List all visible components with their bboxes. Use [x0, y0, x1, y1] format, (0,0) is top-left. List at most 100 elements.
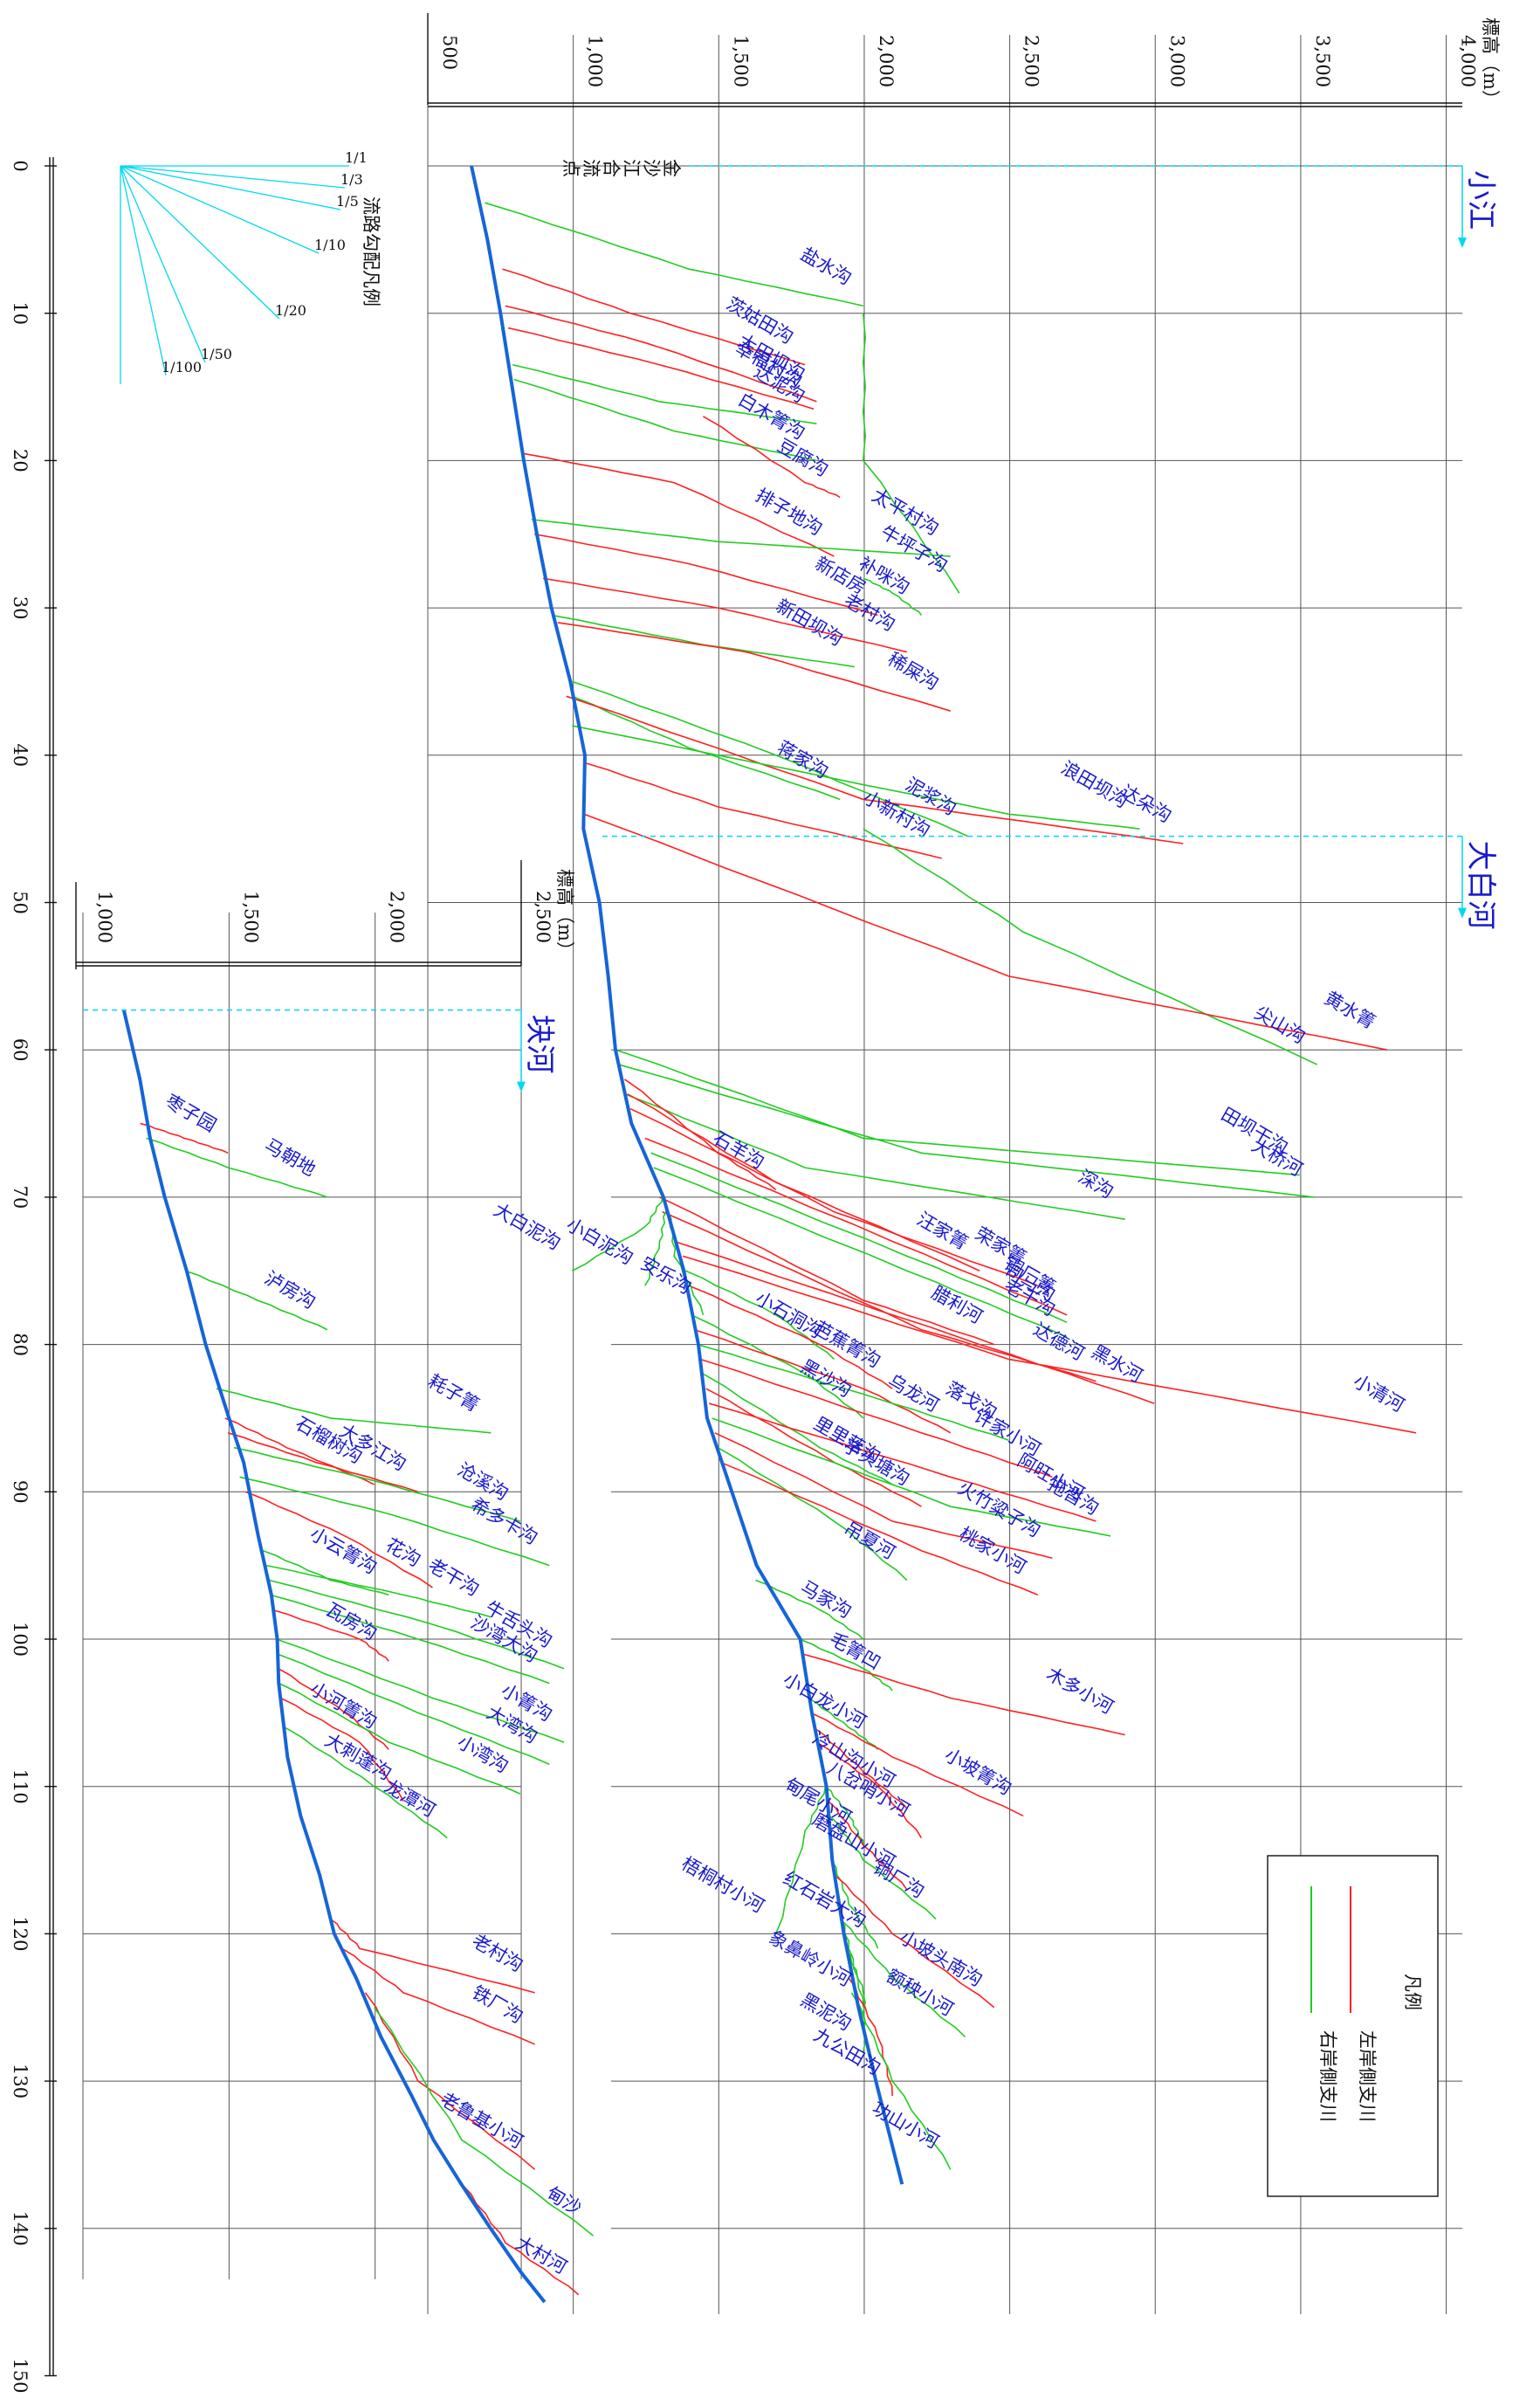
upper-tributary-line	[653, 1167, 1068, 1338]
lower-elev-axis-title: 標高（m）	[554, 869, 575, 960]
upper-tributary-line	[624, 1093, 1125, 1220]
axes-layer: 500 1,000 1,500 2,000 2,500 3,000 3,500 4,000 標高…	[10, 13, 1501, 2394]
lower-tributary-line	[268, 1579, 565, 1670]
distance-tick-label: 20	[10, 449, 31, 472]
confluence-note-char: 沙	[641, 159, 662, 177]
river-name-label: 大白河	[1463, 841, 1498, 930]
lower-tributary-line	[373, 2007, 595, 2236]
distance-tick-label: 150	[10, 2358, 31, 2393]
distance-tick-label: 30	[10, 596, 31, 620]
distance-tick-label: 60	[10, 1038, 31, 1062]
upper-tributary-line	[697, 1343, 1009, 1442]
upper-tributary-line	[682, 1255, 1417, 1434]
gradient-legend-ray	[120, 165, 280, 320]
legend-title: 凡例	[1402, 1974, 1423, 2010]
upper-elev-tick-label: 3,500	[1312, 35, 1333, 87]
upper-tributary-line	[848, 1977, 893, 2096]
lower-tributary-line	[276, 1638, 565, 1743]
gradient-legend-ray	[120, 165, 346, 189]
river-name-label: 块河	[522, 1015, 557, 1074]
lower-tributary-line	[329, 1918, 535, 1994]
upper-tributary-line	[650, 1152, 1068, 1324]
gradient-legend-title: 流路勾配凡例	[361, 196, 382, 307]
upper-tributary-line	[703, 416, 841, 499]
distance-tick-label: 70	[10, 1186, 31, 1209]
distance-tick-label: 120	[10, 1916, 31, 1951]
series-layer	[121, 165, 1417, 2304]
lower-tributary-line	[185, 1270, 328, 1331]
distance-tick-label: 40	[10, 743, 31, 767]
lower-tributary-line	[244, 1491, 433, 1588]
upper-tributary-line	[485, 202, 863, 307]
upper-tributary-line	[688, 1285, 893, 1389]
upper-tributary-line	[572, 680, 969, 837]
upper-tributary-line	[808, 1697, 879, 1751]
upper-tributary-line	[801, 1653, 1125, 1736]
lower-tributary-line	[278, 1682, 521, 1795]
lower-tributary-line	[285, 1726, 448, 1839]
upper-tributary-line	[533, 533, 878, 617]
upper-tributary-line	[799, 1638, 893, 1692]
lower-tributary-line	[239, 1476, 550, 1567]
upper-elev-tick-label: 3,000	[1166, 35, 1187, 87]
upper-tributary-line	[644, 1204, 668, 1286]
upper-tributary-line	[703, 1373, 893, 1485]
upper-tributary-line	[830, 1859, 879, 1949]
upper-tributary-line	[502, 268, 806, 366]
upper-tributary-line	[566, 695, 1184, 844]
upper-tributary-line	[512, 363, 817, 425]
upper-tributary-line	[828, 1800, 908, 1891]
upper-tributary-line	[850, 1992, 952, 2170]
lower-tributary-line	[224, 1417, 375, 1485]
confluence-note-char: 江	[621, 159, 642, 177]
lower-tributary-line	[278, 1668, 389, 1751]
upper-tributary-line	[833, 1874, 995, 2009]
lower-tributary-line	[265, 1564, 492, 1618]
upper-tributary-line	[513, 378, 817, 462]
confluence-note-char: 流	[581, 159, 602, 177]
upper-tributary-line	[685, 1270, 835, 1361]
distance-tick-label: 80	[10, 1333, 31, 1356]
lower-tributary-line	[263, 1550, 389, 1596]
distance-tick-label: 110	[10, 1769, 31, 1804]
upper-tributary-line	[572, 725, 1140, 830]
upper-tributary-line	[712, 1417, 1111, 1537]
upper-elev-tick-label: 1,500	[730, 35, 751, 87]
distance-tick-label: 10	[10, 301, 31, 325]
gradient-legend-ratio-label: 1/5	[336, 193, 359, 210]
upper-tributary-line	[714, 1432, 1053, 1559]
river-flow-arrowhead	[1458, 907, 1467, 919]
confluence-note-char: 点	[560, 159, 581, 177]
gradient-legend-ratio-label: 1/50	[201, 346, 232, 362]
upper-tributary-line	[673, 1240, 1155, 1404]
lower-tributary-line	[216, 1388, 492, 1434]
upper-tributary-line	[644, 1137, 1068, 1316]
lower-elev-tick-label: 2,000	[387, 891, 408, 943]
upper-tributary-line	[583, 813, 1387, 1051]
upper-tributary-line	[505, 305, 817, 403]
upper-elev-tick-label: 2,500	[1021, 35, 1042, 87]
lower-tributary-line	[227, 1432, 418, 1493]
lower-tributary-line	[272, 1609, 389, 1662]
upper-tributary-line	[828, 1815, 937, 1920]
gradient-legend-ratio-label: 1/10	[314, 237, 346, 253]
upper-tributary-line	[618, 1064, 1315, 1198]
river-name-label: 小江	[1463, 170, 1498, 230]
gradient-legend-ray	[120, 165, 167, 376]
upper-elev-tick-label: 1,000	[585, 35, 606, 87]
lower-elev-tick-label: 1,000	[94, 891, 115, 943]
lower-tributary-line	[280, 1697, 404, 1802]
upper-tributary-line	[694, 1328, 952, 1434]
upper-tributary-line	[629, 1107, 1039, 1286]
upper-tributary-line	[824, 1786, 864, 1846]
river-flow-arrowhead	[517, 1081, 526, 1092]
distance-tick-label: 140	[10, 2211, 31, 2246]
lower-tributary-line	[277, 1653, 550, 1766]
confluence-note-char: 金	[661, 159, 682, 177]
upper-tributary-line	[507, 327, 815, 410]
confluence-note-char: 合	[601, 159, 622, 177]
grid-layer	[82, 35, 1462, 2314]
upper-tributary-line	[720, 1461, 1039, 1596]
gradient-legend-ray	[120, 165, 320, 254]
upper-tributary-line	[863, 577, 923, 617]
